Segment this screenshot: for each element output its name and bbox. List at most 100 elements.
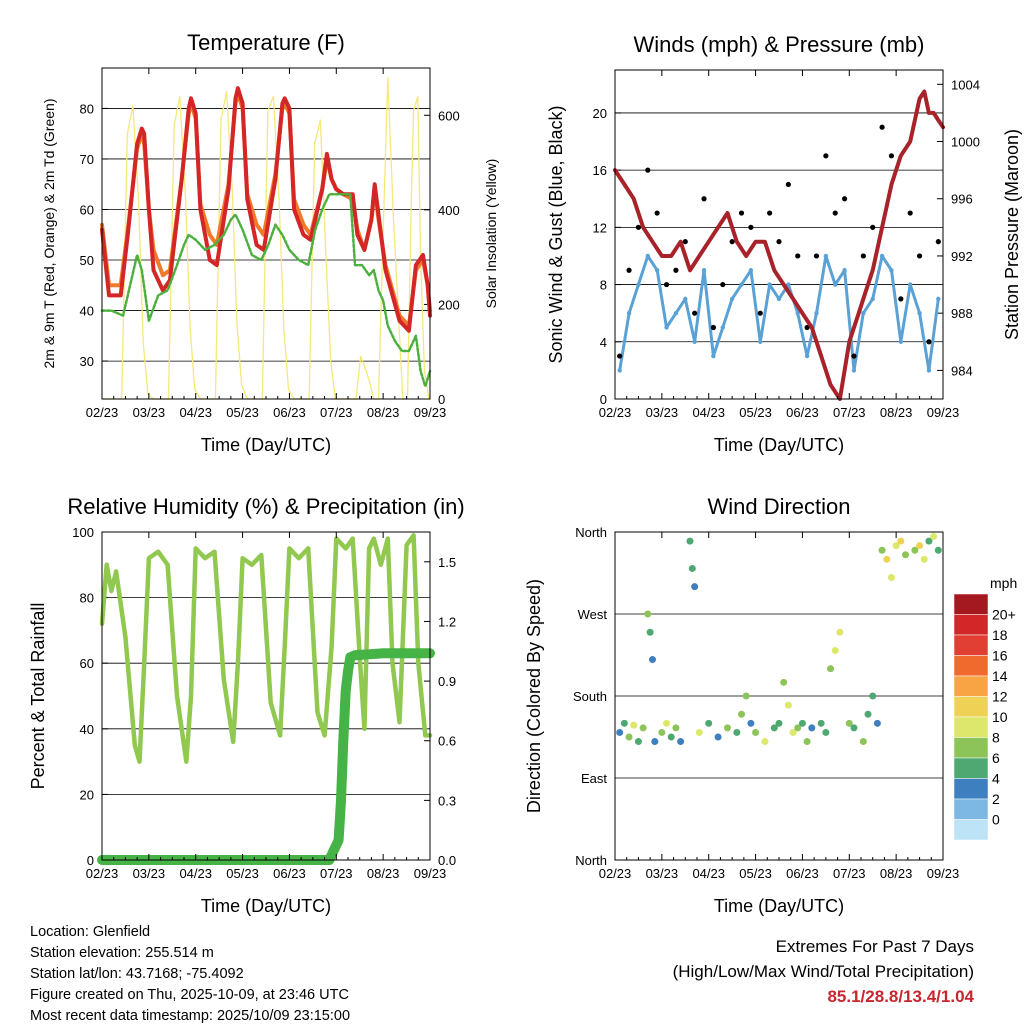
winds-xtick-label: 07/23 bbox=[833, 405, 866, 420]
temperature-ytick-label: 70 bbox=[80, 152, 94, 167]
winds-xtick-label: 05/23 bbox=[739, 405, 772, 420]
direction-frame bbox=[614, 531, 944, 861]
humidity-xtick-label: 04/23 bbox=[179, 866, 212, 881]
legend-label: 20+ bbox=[992, 607, 1016, 623]
winds-ytick-right-label: 988 bbox=[951, 306, 973, 321]
sonic-wind-point bbox=[861, 310, 866, 316]
direction-ytick-label: East bbox=[581, 771, 607, 786]
gust-point bbox=[851, 353, 857, 359]
direction-point bbox=[784, 701, 792, 709]
humidity-ylabel: Percent & Total Rainfall bbox=[28, 603, 48, 790]
temperature-ylabel-right: Solar Insolation (Yellow) bbox=[483, 159, 499, 309]
station-location: Location: Glenfield bbox=[30, 924, 151, 940]
gust-point bbox=[785, 181, 791, 188]
legend-swatch bbox=[953, 757, 989, 779]
humidity-ytick-right-label: 0.3 bbox=[438, 793, 456, 808]
sonic-wind-point bbox=[692, 339, 697, 344]
winds-ytick-label: 8 bbox=[600, 278, 607, 293]
legend-swatch bbox=[953, 737, 989, 759]
winds-ytick-right-label: 1004 bbox=[951, 77, 980, 92]
station-elevation: Station elevation: 255.514 m bbox=[30, 945, 214, 961]
winds-title: Winds (mph) & Pressure (mb) bbox=[634, 32, 925, 57]
legend-swatch bbox=[953, 716, 989, 738]
direction-point bbox=[770, 724, 778, 732]
sonic-wind-point bbox=[926, 368, 932, 373]
gust-point bbox=[926, 339, 932, 345]
winds-panel: 0 4 8 12 16 20 984 988 992 996 1000 1004 02/23 03/23 0… bbox=[546, 32, 1022, 455]
humidity-panel: 0 20 40 60 80 100 0.0 0.3 0.6 0.9 1.2 1.5 02/23 03/23… bbox=[28, 494, 465, 916]
gust-point bbox=[832, 210, 838, 216]
direction-ylabel: Direction (Colored By Speed) bbox=[524, 579, 544, 813]
humidity-xtick-label: 06/23 bbox=[273, 866, 306, 881]
humidity-line bbox=[99, 533, 433, 764]
sonic-wind-point bbox=[833, 282, 838, 287]
sonic-wind-point bbox=[908, 282, 913, 287]
gust-point bbox=[701, 196, 707, 202]
direction-point bbox=[869, 692, 877, 700]
direction-point bbox=[897, 537, 905, 545]
gust-point bbox=[795, 253, 801, 259]
direction-point bbox=[798, 719, 806, 727]
winds-xtick-label: 09/23 bbox=[927, 405, 960, 420]
direction-point bbox=[794, 724, 802, 732]
direction-point bbox=[803, 738, 811, 746]
winds-xlabel: Time (Day/UTC) bbox=[714, 435, 844, 455]
direction-xtick-label: 08/23 bbox=[880, 866, 913, 881]
direction-point bbox=[644, 610, 652, 618]
gust-point bbox=[916, 253, 923, 259]
direction-xtick-label: 03/23 bbox=[646, 866, 679, 881]
temperature-ytick-label: 30 bbox=[80, 354, 94, 369]
winds-ytick-label: 12 bbox=[593, 220, 607, 235]
winds-ytick-right-label: 1000 bbox=[951, 135, 980, 150]
temp-2m-line bbox=[100, 86, 432, 333]
humidity-xlabel: Time (Day/UTC) bbox=[201, 896, 331, 916]
temperature-xlabel: Time (Day/UTC) bbox=[201, 435, 331, 455]
gust-point bbox=[888, 153, 895, 159]
direction-point bbox=[789, 728, 797, 736]
temperature-xtick-label: 03/23 bbox=[133, 405, 166, 420]
dewpoint-line bbox=[100, 193, 432, 388]
extremes-subtitle: (High/Low/Max Wind/Total Precipitation) bbox=[672, 962, 974, 981]
humidity-title: Relative Humidity (%) & Precipitation (i… bbox=[67, 494, 464, 519]
humidity-ytick-label: 0 bbox=[87, 853, 94, 868]
sonic-wind-point bbox=[626, 310, 632, 316]
direction-xtick-label: 04/23 bbox=[692, 866, 725, 881]
humidity-ytick-label: 100 bbox=[72, 525, 94, 540]
sonic-wind-point bbox=[664, 325, 669, 330]
direction-point bbox=[822, 728, 830, 736]
direction-point bbox=[808, 724, 816, 732]
humidity-ytick-right-label: 1.2 bbox=[438, 614, 456, 629]
temperature-ytick-right-label: 0 bbox=[438, 392, 445, 407]
direction-point bbox=[677, 738, 685, 746]
sonic-wind-point bbox=[917, 310, 922, 316]
humidity-xtick-label: 07/23 bbox=[320, 866, 353, 881]
humidity-ytick-right-label: 0.9 bbox=[438, 674, 456, 689]
direction-point bbox=[648, 656, 656, 664]
direction-point bbox=[691, 583, 699, 591]
station-latlon: Station lat/lon: 43.7168; -75.4092 bbox=[30, 966, 244, 982]
sonic-wind-line bbox=[618, 254, 940, 372]
direction-ytick-label: North bbox=[575, 853, 607, 868]
humidity-ytick-label: 80 bbox=[80, 591, 94, 606]
direction-xlabel: Time (Day/UTC) bbox=[714, 896, 844, 916]
direction-xtick-label: 05/23 bbox=[739, 866, 772, 881]
direction-point bbox=[733, 728, 741, 736]
temperature-ytick-label: 40 bbox=[80, 304, 94, 319]
direction-point bbox=[850, 724, 858, 732]
direction-point bbox=[747, 719, 755, 727]
legend-swatch bbox=[953, 593, 989, 615]
legend-swatch bbox=[953, 634, 989, 656]
direction-point bbox=[620, 719, 628, 727]
winds-ytick-label: 4 bbox=[600, 335, 607, 350]
extremes-panel: Extremes For Past 7 Days (High/Low/Max W… bbox=[673, 934, 974, 1009]
direction-point bbox=[639, 724, 647, 732]
sonic-wind-point bbox=[804, 353, 810, 359]
winds-xtick-label: 04/23 bbox=[692, 405, 725, 420]
pressure-line bbox=[613, 89, 945, 401]
legend-swatch bbox=[953, 819, 989, 841]
sonic-wind-point bbox=[786, 282, 791, 287]
figure-created: Figure created on Thu, 2025-10-09, at 23… bbox=[30, 987, 349, 1003]
direction-point bbox=[688, 564, 696, 572]
gust-point bbox=[692, 310, 698, 316]
